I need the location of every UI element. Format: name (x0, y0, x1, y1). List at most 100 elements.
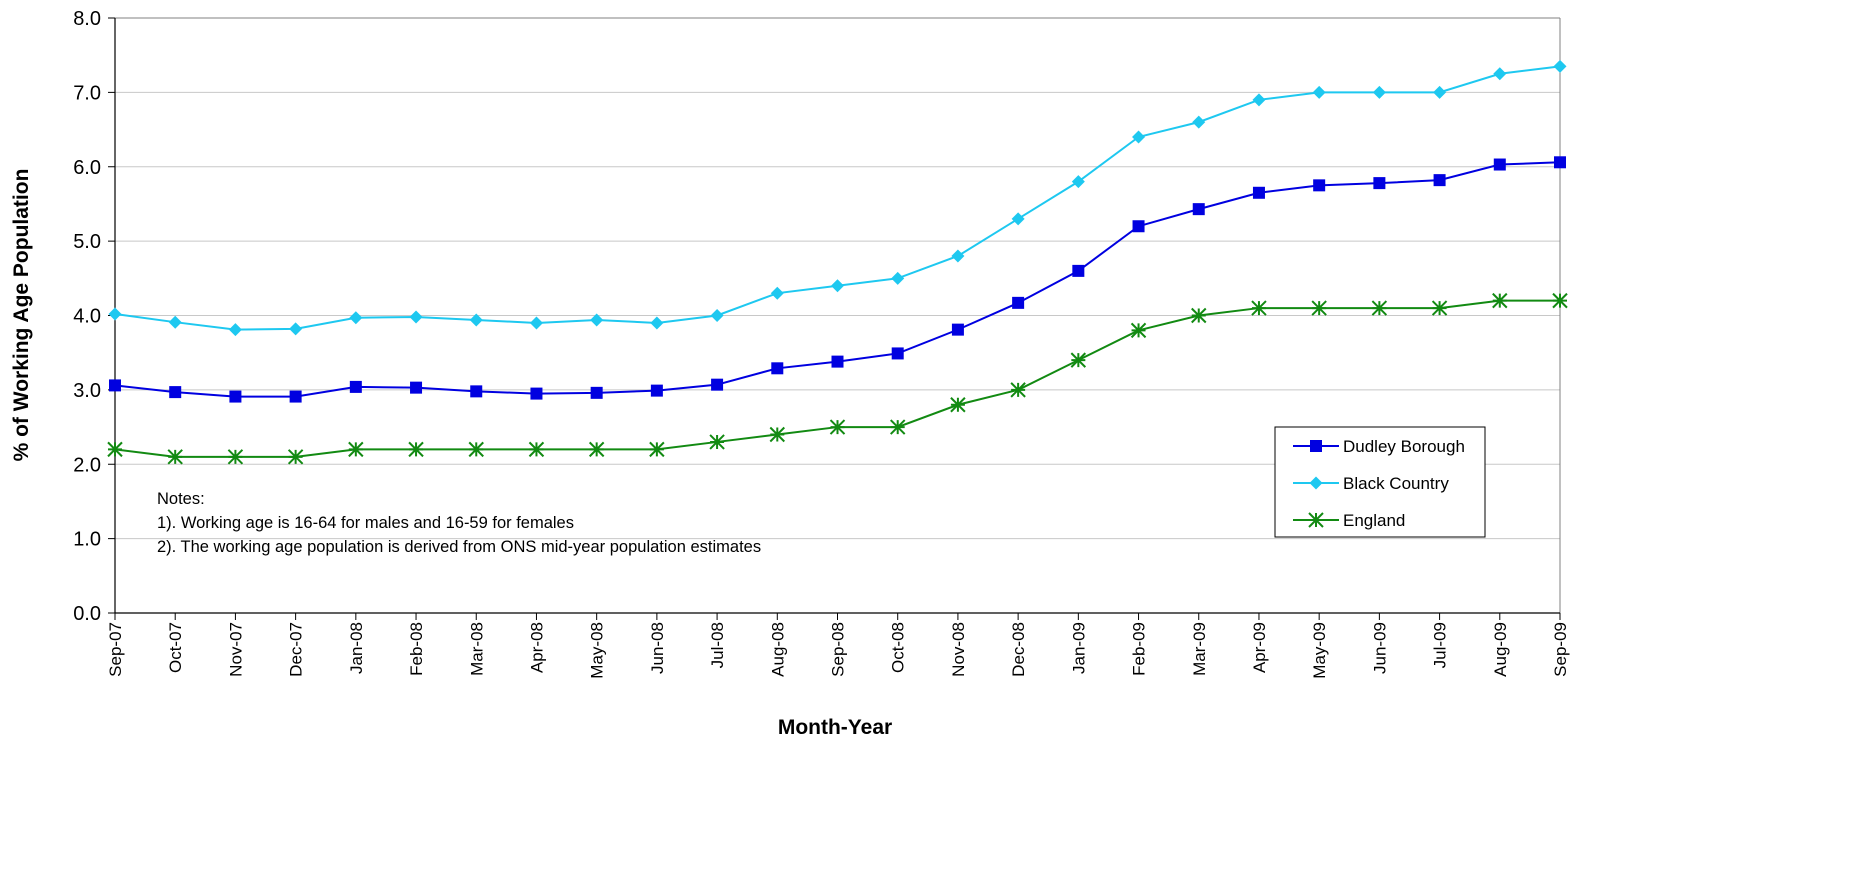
x-tick-label: Oct-08 (889, 622, 908, 673)
x-tick-label: Dec-07 (287, 622, 306, 677)
data-point (1252, 93, 1266, 107)
data-point (770, 286, 784, 300)
data-point (408, 441, 424, 458)
data-point (167, 449, 183, 465)
x-tick-label: Jan-09 (1069, 622, 1088, 674)
data-point (1010, 382, 1026, 398)
series-england (107, 292, 1568, 465)
data-point (289, 390, 302, 403)
data-point (1371, 300, 1388, 316)
data-point (951, 323, 964, 336)
legend-marker (1308, 512, 1324, 528)
data-point (1431, 300, 1448, 316)
data-point (470, 385, 483, 398)
data-point (289, 322, 303, 336)
data-point (831, 355, 844, 368)
x-tick-label: Jul-09 (1431, 622, 1450, 668)
x-tick-label: Feb-09 (1130, 622, 1149, 676)
legend-item: England (1293, 511, 1405, 530)
data-point (1072, 264, 1085, 277)
series-dudley-borough (109, 156, 1566, 403)
x-tick-label: Apr-08 (527, 622, 546, 673)
x-tick-label: May-08 (588, 622, 607, 679)
data-point (590, 386, 603, 399)
y-axis-title: % of Working Age Population (10, 169, 33, 462)
data-point (649, 441, 665, 458)
notes-heading: Notes: (157, 490, 205, 508)
data-point (468, 441, 484, 458)
x-axis-title: Month-Year (778, 716, 892, 739)
legend-marker (1310, 440, 1322, 452)
data-point (528, 441, 545, 458)
data-point (1552, 292, 1568, 309)
x-tick-label: Jun-08 (648, 622, 667, 674)
data-point (169, 386, 182, 399)
notes: Notes: 1). Working age is 16-64 for males… (157, 490, 761, 556)
data-point (891, 271, 905, 285)
data-point (1433, 174, 1446, 187)
data-point (1372, 85, 1386, 99)
y-tick-label: 3.0 (73, 380, 101, 402)
x-tick-label: Aug-08 (768, 622, 787, 677)
data-point (409, 310, 423, 324)
data-point (1132, 220, 1145, 233)
legend-label: Dudley Borough (1343, 437, 1465, 456)
data-point (1252, 186, 1265, 199)
data-point (711, 378, 724, 391)
data-point (890, 419, 906, 435)
data-point (1553, 59, 1567, 73)
data-point (109, 379, 121, 392)
data-point (1433, 85, 1447, 99)
y-tick-label: 6.0 (73, 157, 101, 179)
data-point (530, 387, 543, 400)
data-point (1311, 300, 1327, 316)
y-tick-label: 1.0 (73, 529, 101, 551)
x-tick-label: Nov-07 (226, 622, 245, 677)
data-point (287, 449, 304, 465)
x-tick-label: Jun-09 (1370, 622, 1389, 674)
data-point (1132, 130, 1146, 144)
y-tick-label: 8.0 (73, 8, 101, 30)
data-point (1071, 175, 1085, 189)
x-tick-label: Jul-08 (708, 622, 727, 668)
data-point (228, 323, 242, 337)
data-point (1070, 352, 1087, 368)
data-point (1554, 156, 1566, 169)
data-point (410, 381, 423, 394)
data-point (529, 316, 543, 330)
x-tick-label: Dec-08 (1009, 622, 1028, 677)
data-point (349, 311, 363, 325)
data-point (1312, 85, 1326, 99)
x-tick-label: Feb-08 (407, 622, 426, 676)
data-point (1373, 177, 1386, 190)
x-tick-label: Apr-09 (1250, 622, 1269, 673)
data-point (1130, 322, 1147, 339)
x-tick-label: Sep-08 (829, 622, 848, 677)
data-point (1313, 179, 1326, 192)
axes: 0.0 1.0 2.0 3.0 4.0 5.0 6.0 7.0 8.0 Sep-07 Oct-07 N… (73, 8, 1570, 679)
data-point (831, 279, 844, 293)
data-point (950, 397, 966, 413)
note-line: 2). The working age population is derive… (157, 538, 761, 556)
legend-item: Dudley Borough (1293, 437, 1465, 456)
data-point (229, 390, 242, 403)
data-point (1012, 296, 1025, 309)
data-point (769, 426, 785, 443)
data-point (1251, 300, 1267, 316)
x-tick-label: Sep-09 (1551, 622, 1570, 677)
data-point (1493, 158, 1506, 171)
data-point (829, 419, 846, 435)
x-tick-label: Mar-09 (1190, 622, 1209, 676)
x-tick-label: Mar-08 (467, 622, 486, 676)
data-point (588, 441, 605, 458)
data-point (1191, 307, 1207, 324)
legend-marker (1309, 476, 1323, 490)
x-tick-label: Aug-09 (1491, 622, 1510, 677)
data-point (469, 313, 483, 327)
y-tick-label: 4.0 (73, 306, 101, 328)
data-point (891, 347, 904, 360)
data-point (1011, 212, 1025, 226)
data-point (107, 441, 123, 458)
